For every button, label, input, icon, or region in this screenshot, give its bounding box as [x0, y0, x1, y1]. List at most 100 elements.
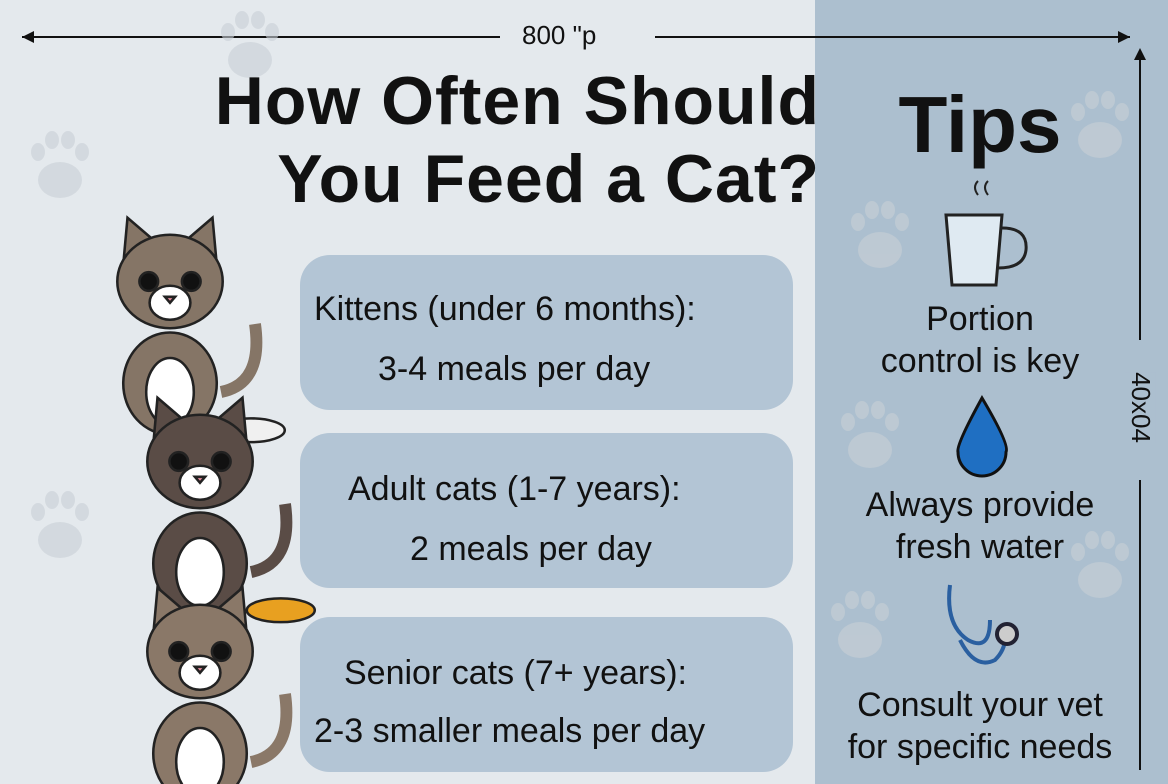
cat-head [146, 603, 254, 700]
width-label: 800 "p [518, 20, 601, 51]
cat-tail [249, 693, 293, 768]
cat-eye [138, 270, 160, 293]
paw-toe [855, 401, 869, 419]
tip: Always provide fresh water [815, 484, 1145, 568]
paw-toe [235, 11, 249, 29]
paw-print [841, 401, 899, 468]
cat-illustration [146, 585, 293, 784]
card-meals: 2 meals per day [410, 530, 652, 568]
card: Adult cats (1-7 years): 2 meals per day [300, 433, 793, 588]
paw-toe [881, 201, 895, 219]
paw-toe [31, 503, 45, 521]
card-meals: 3-4 meals per day [378, 350, 651, 388]
title-line: You Feed a Cat? [277, 141, 820, 217]
cat-nose [162, 295, 178, 305]
card: Senior cats (7+ years): 2-3 smaller meal… [300, 617, 793, 772]
tip-line: Consult your vet [857, 686, 1103, 724]
paw-pad [1078, 122, 1122, 158]
arrowhead [22, 31, 34, 43]
height-label: 40x04 [1124, 372, 1156, 443]
cat-eye [168, 640, 190, 663]
card-group: Senior cats (7+ years): [344, 654, 687, 692]
paw-toe [31, 143, 45, 161]
cat-nose [192, 475, 208, 485]
paw-toe [1071, 543, 1085, 561]
paw-toe [45, 491, 59, 509]
paw-toe [75, 143, 89, 161]
paw-toe [61, 131, 75, 149]
paw-toe [841, 413, 855, 431]
paw-toe [831, 603, 845, 621]
tip-line: fresh water [895, 528, 1065, 566]
arrowhead [1134, 48, 1146, 60]
paw-toe [1085, 91, 1099, 109]
paw-toe [851, 213, 865, 231]
cat-eye [210, 450, 232, 473]
tip: Consult your vet for specific needs [815, 684, 1145, 768]
cat-nose [192, 665, 208, 675]
arrowhead [1118, 31, 1130, 43]
paw-toe [1101, 91, 1115, 109]
card-group: Adult cats (1-7 years): [348, 470, 681, 508]
paw-toe [875, 603, 889, 621]
cat-chest [174, 536, 226, 608]
cat-head [146, 413, 254, 510]
paw-pad [1078, 562, 1122, 598]
paw-toe [1115, 103, 1129, 121]
paw-toe [1085, 531, 1099, 549]
card-meals: 2-3 smaller meals per day [314, 712, 706, 750]
tips-title: Tips [898, 80, 1062, 169]
paw-print [1071, 531, 1129, 598]
paw-pad [38, 162, 82, 198]
paw-toe [1071, 103, 1085, 121]
stethoscope-icon [947, 584, 1019, 665]
paw-pad [848, 432, 892, 468]
tip-line: Always provide [865, 486, 1095, 524]
paw-toe [61, 491, 75, 509]
paw-toe [895, 213, 909, 231]
paw-toe [865, 201, 879, 219]
paw-toe [251, 11, 265, 29]
paw-print [31, 491, 89, 558]
paw-print [851, 201, 909, 268]
tip-line: control is key [880, 342, 1080, 380]
food-bowl [245, 597, 317, 624]
tip-line: Portion [926, 300, 1034, 338]
paw-toe [221, 23, 235, 41]
water-drop-icon [956, 394, 1008, 478]
cat-eye [210, 640, 232, 663]
card-group: Kittens (under 6 months): [314, 290, 696, 328]
paw-toe [45, 131, 59, 149]
paw-pad [858, 232, 902, 268]
cat-tail [249, 503, 293, 578]
paw-toe [861, 591, 875, 609]
paw-print [831, 591, 889, 658]
cat-eye [180, 270, 202, 293]
paw-pad [38, 522, 82, 558]
paw-toe [1101, 531, 1115, 549]
paw-toe [265, 23, 279, 41]
paw-toe [871, 401, 885, 419]
title-line: How Often Should [214, 63, 820, 139]
tip-line: for specific needs [847, 728, 1113, 766]
paw-toe [885, 413, 899, 431]
cat-eye [168, 450, 190, 473]
paw-print [31, 131, 89, 198]
paw-print [1071, 91, 1129, 158]
paw-pad [228, 42, 272, 78]
tip: Portion control is key [815, 298, 1145, 382]
cat-illustration [116, 215, 287, 444]
cat-head [116, 233, 224, 330]
paw-pad [838, 622, 882, 658]
paw-print [221, 11, 279, 78]
paw-toe [75, 503, 89, 521]
measuring-cup-icon [944, 180, 1028, 287]
cat-illustration [146, 395, 317, 624]
cat-tail [219, 323, 263, 398]
paw-toe [1115, 543, 1129, 561]
card: Kittens (under 6 months): 3-4 meals per … [300, 255, 793, 410]
paw-toe [845, 591, 859, 609]
cat-chest [174, 726, 226, 784]
